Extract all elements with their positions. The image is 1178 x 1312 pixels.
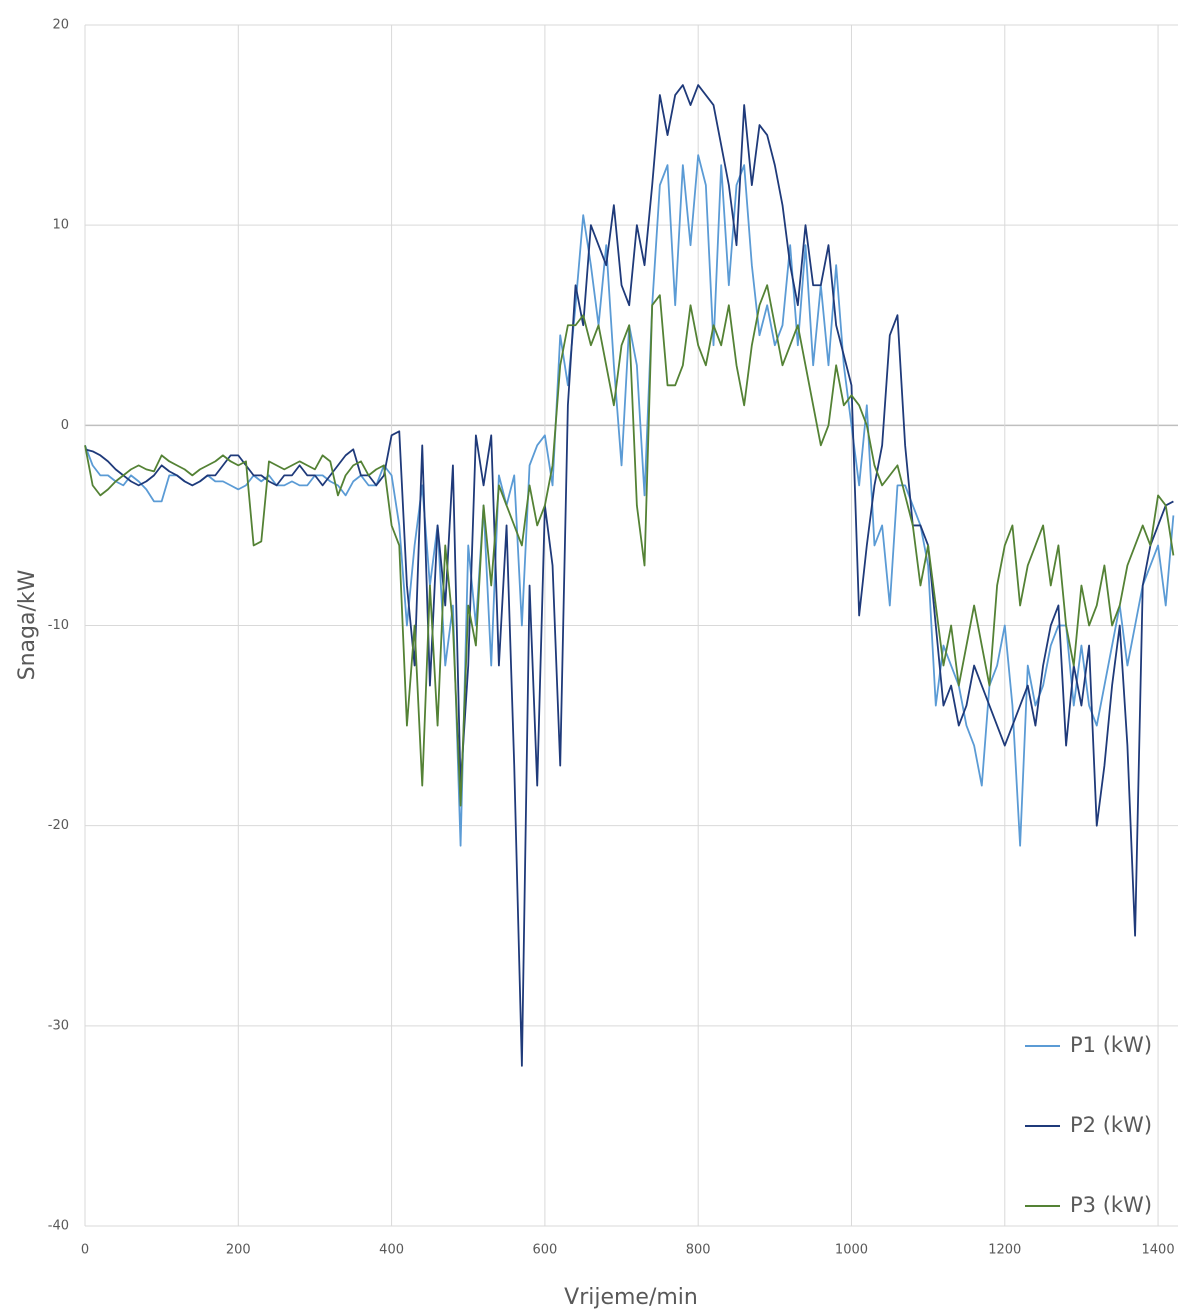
y-axis-title: Snaga/kW xyxy=(15,569,40,680)
legend-label: P3 (kW) xyxy=(1070,1193,1152,1217)
y-tick-label: -40 xyxy=(48,1219,69,1234)
y-tick-label: 20 xyxy=(52,18,69,33)
y-tick-label: 0 xyxy=(61,418,69,433)
series-line xyxy=(84,154,1175,847)
x-axis-title: Vrijeme/min xyxy=(564,1285,698,1310)
x-tick-label: 0 xyxy=(81,1243,89,1258)
legend-label: P2 (kW) xyxy=(1070,1113,1152,1137)
legend-label: P1 (kW) xyxy=(1070,1033,1152,1057)
series-line xyxy=(84,284,1175,807)
x-tick-label: 1200 xyxy=(988,1243,1021,1258)
x-tick-label: 400 xyxy=(379,1243,404,1258)
x-tick-label: 800 xyxy=(686,1243,711,1258)
y-tick-label: -10 xyxy=(48,618,69,633)
x-tick-label: 1000 xyxy=(835,1243,868,1258)
series-line xyxy=(84,84,1174,1067)
x-tick-label: 200 xyxy=(226,1243,251,1258)
y-tick-label: 10 xyxy=(52,218,69,233)
x-tick-label: 1400 xyxy=(1142,1243,1175,1258)
y-tick-label: -20 xyxy=(48,818,69,833)
y-tick-label: -30 xyxy=(48,1018,69,1033)
x-tick-label: 600 xyxy=(532,1243,557,1258)
